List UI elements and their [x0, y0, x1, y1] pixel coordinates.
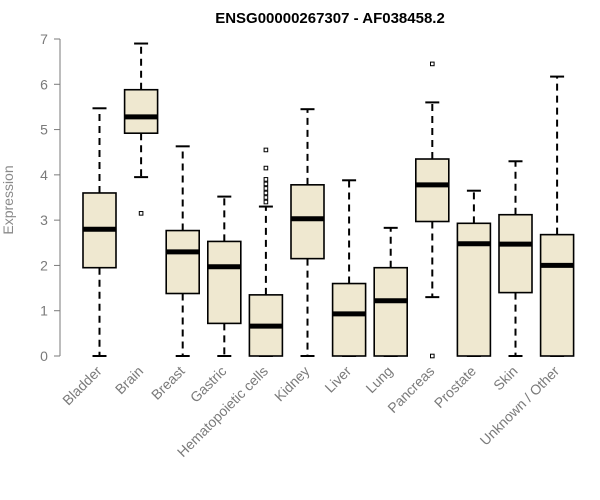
- iqr-box: [290, 184, 325, 260]
- y-tick-label: 7: [40, 31, 48, 47]
- iqr-box: [414, 158, 450, 223]
- outlier-point: [430, 353, 435, 359]
- iqr-box: [498, 213, 533, 294]
- box-gastric: [207, 195, 242, 357]
- box-bladder: [82, 107, 117, 357]
- x-tick-label: Brain: [112, 363, 146, 397]
- box-prostate: [456, 189, 492, 357]
- box-lung: [373, 226, 409, 357]
- outlier-point: [263, 195, 269, 200]
- outlier-point: [263, 181, 269, 187]
- x-tick-label: Liver: [321, 363, 354, 396]
- y-tick-label: 3: [40, 212, 48, 228]
- iqr-box: [331, 282, 367, 357]
- outlier-point: [263, 190, 269, 196]
- outlier-point: [430, 61, 435, 67]
- box-kidney: [290, 108, 325, 357]
- box-pancreas: [414, 61, 450, 359]
- x-tick-label: Unknown / Other: [477, 363, 563, 449]
- y-tick-label: 1: [40, 303, 48, 319]
- x-tick-label: Breast: [148, 363, 188, 403]
- x-tick-label: Skin: [490, 363, 521, 394]
- outlier-point: [263, 177, 269, 182]
- x-tick-label: Kidney: [271, 363, 313, 405]
- iqr-box: [373, 266, 409, 357]
- box-hematopoietic-cells: [248, 147, 284, 357]
- outlier-point: [138, 211, 144, 216]
- x-tick-label: Bladder: [59, 363, 105, 409]
- outlier-point: [263, 186, 269, 191]
- box-liver: [331, 179, 367, 357]
- iqr-box: [207, 240, 242, 325]
- y-tick-label: 0: [40, 348, 48, 364]
- x-tick-label: Prostate: [431, 363, 479, 411]
- outlier-point: [263, 199, 269, 205]
- outlier-point: [263, 165, 269, 171]
- x-tick-label: Lung: [362, 363, 395, 396]
- box-brain: [123, 42, 159, 216]
- y-axis: 0 1 2 3 4 5 6 7: [40, 31, 61, 364]
- iqr-box: [165, 229, 200, 295]
- box-skin: [498, 160, 533, 357]
- boxes-group: [82, 42, 575, 359]
- iqr-box: [539, 233, 575, 357]
- outlier-point: [263, 147, 269, 153]
- box-unknown-other: [539, 75, 575, 357]
- iqr-box: [123, 88, 159, 134]
- box-breast: [165, 145, 200, 357]
- y-tick-label: 2: [40, 257, 48, 273]
- y-tick-label: 6: [40, 76, 48, 92]
- chart-title: ENSG00000267307 - AF038458.2: [215, 10, 445, 27]
- y-axis-label: Expression: [0, 165, 16, 234]
- y-tick-label: 5: [40, 122, 48, 138]
- y-tick-label: 4: [40, 167, 48, 183]
